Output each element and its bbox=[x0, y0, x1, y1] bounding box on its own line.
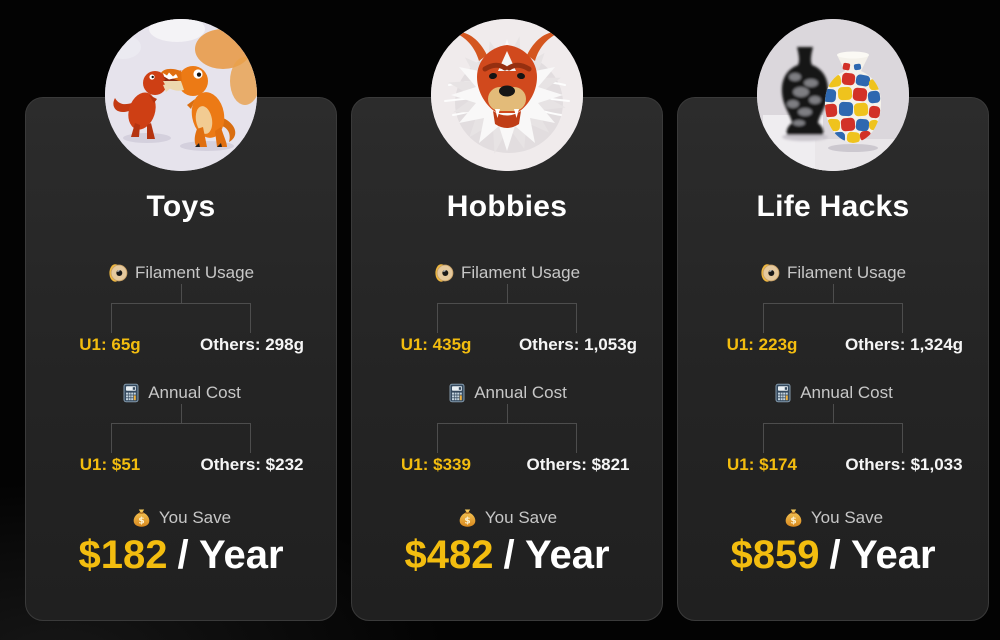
u1-filament-value: U1: 435g bbox=[400, 335, 472, 354]
tree-connector bbox=[763, 284, 903, 333]
filament-spool-icon bbox=[108, 263, 128, 283]
tree-connector bbox=[111, 284, 251, 333]
calculator-icon bbox=[447, 383, 467, 403]
filament-usage-label: Filament Usage bbox=[108, 262, 254, 284]
annual-cost-text: Annual Cost bbox=[800, 383, 893, 402]
you-save-text: You Save bbox=[158, 508, 232, 527]
category-card-life-hacks: Life Hacks Filament Usage U1: 223g Other… bbox=[677, 19, 989, 621]
others-cost-value: Others: $232 bbox=[200, 455, 304, 474]
filament-spool-icon bbox=[760, 263, 780, 283]
others-filament-value: Others: 1,053g bbox=[518, 335, 638, 354]
tree-connector bbox=[437, 404, 577, 453]
others-filament-value: Others: 298g bbox=[200, 335, 304, 354]
filament-usage-text: Filament Usage bbox=[786, 263, 907, 282]
category-card-hobbies: Hobbies Filament Usage U1: 435g Others: … bbox=[351, 19, 663, 621]
you-save-text: You Save bbox=[484, 508, 558, 527]
you-save-text: You Save bbox=[810, 508, 884, 527]
annual-cost-label: Annual Cost bbox=[121, 382, 241, 404]
category-card-toys: Toys Filament Usage U1: 65g Others: 298g… bbox=[25, 19, 337, 621]
money-bag-icon bbox=[131, 508, 152, 529]
filament-values-row: U1: 435g Others: 1,053g bbox=[365, 333, 649, 357]
tree-connector bbox=[763, 404, 903, 453]
filament-usage-text: Filament Usage bbox=[134, 263, 255, 282]
tree-connector bbox=[437, 284, 577, 333]
filament-spool-icon bbox=[434, 263, 454, 283]
savings-period: / Year bbox=[503, 533, 610, 577]
annual-cost-text: Annual Cost bbox=[474, 383, 567, 402]
filament-values-row: U1: 65g Others: 298g bbox=[39, 333, 323, 357]
annual-cost-text: Annual Cost bbox=[148, 383, 241, 402]
you-save-label: You Save bbox=[783, 507, 883, 529]
card-title: Toys bbox=[146, 190, 216, 223]
savings-row: $482 / Year bbox=[404, 531, 609, 579]
u1-filament-value: U1: 223g bbox=[726, 335, 798, 354]
vases-photo bbox=[757, 19, 909, 171]
others-cost-value: Others: $821 bbox=[526, 455, 630, 474]
savings-amount: $482 bbox=[404, 533, 494, 577]
card-title: Life Hacks bbox=[756, 190, 910, 223]
savings-period: / Year bbox=[177, 533, 284, 577]
savings-amount: $859 bbox=[730, 533, 820, 577]
filament-values-row: U1: 223g Others: 1,324g bbox=[691, 333, 975, 357]
dragon-head-illustration bbox=[431, 19, 583, 171]
others-filament-value: Others: 1,324g bbox=[844, 335, 964, 354]
others-cost-value: Others: $1,033 bbox=[845, 455, 963, 474]
filament-usage-text: Filament Usage bbox=[460, 263, 581, 282]
filament-usage-label: Filament Usage bbox=[760, 262, 906, 284]
you-save-label: You Save bbox=[131, 507, 231, 529]
money-bag-icon bbox=[457, 508, 478, 529]
cost-values-row: U1: $51 Others: $232 bbox=[39, 453, 323, 477]
u1-cost-value: U1: $174 bbox=[727, 455, 797, 474]
savings-amount: $182 bbox=[78, 533, 168, 577]
cost-values-row: U1: $339 Others: $821 bbox=[365, 453, 649, 477]
annual-cost-label: Annual Cost bbox=[773, 382, 893, 404]
savings-period: / Year bbox=[829, 533, 936, 577]
filament-usage-label: Filament Usage bbox=[434, 262, 580, 284]
tree-connector bbox=[111, 404, 251, 453]
toy-dinosaurs-illustration bbox=[105, 19, 257, 171]
card-title: Hobbies bbox=[446, 190, 568, 223]
annual-cost-label: Annual Cost bbox=[447, 382, 567, 404]
dragon-head-photo bbox=[431, 19, 583, 171]
money-bag-icon bbox=[783, 508, 804, 529]
u1-cost-value: U1: $51 bbox=[79, 455, 141, 474]
u1-cost-value: U1: $339 bbox=[401, 455, 471, 474]
u1-filament-value: U1: 65g bbox=[79, 335, 141, 354]
calculator-icon bbox=[121, 383, 141, 403]
savings-row: $182 / Year bbox=[78, 531, 283, 579]
calculator-icon bbox=[773, 383, 793, 403]
savings-row: $859 / Year bbox=[730, 531, 935, 579]
you-save-label: You Save bbox=[457, 507, 557, 529]
vases-illustration bbox=[757, 19, 909, 171]
toy-dinosaurs-photo bbox=[105, 19, 257, 171]
cost-values-row: U1: $174 Others: $1,033 bbox=[691, 453, 975, 477]
